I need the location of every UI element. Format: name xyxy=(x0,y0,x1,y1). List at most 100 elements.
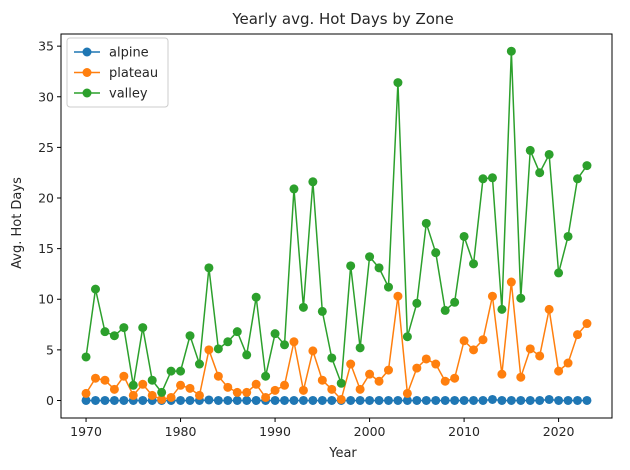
data-point-valley xyxy=(270,329,280,339)
data-point-alpine xyxy=(176,395,186,405)
data-point-valley xyxy=(185,331,195,341)
data-point-plateau xyxy=(544,304,554,314)
data-point-alpine xyxy=(393,395,403,405)
data-point-valley xyxy=(232,327,242,337)
data-point-valley xyxy=(440,305,450,315)
data-point-valley xyxy=(383,282,393,292)
data-point-alpine xyxy=(421,395,431,405)
legend-item-valley: valley xyxy=(74,87,148,102)
legend-label: valley xyxy=(109,87,148,102)
y-tick-label: 15 xyxy=(38,241,54,256)
data-point-alpine xyxy=(213,395,223,405)
data-point-alpine xyxy=(90,395,100,405)
chart-title: Yearly avg. Hot Days by Zone xyxy=(231,10,453,28)
data-point-valley xyxy=(346,261,356,271)
data-point-plateau xyxy=(355,384,365,394)
data-point-valley xyxy=(516,293,526,303)
data-point-alpine xyxy=(374,395,384,405)
data-point-alpine xyxy=(119,395,129,405)
data-point-alpine xyxy=(516,395,526,405)
data-point-plateau xyxy=(194,390,204,400)
data-point-plateau xyxy=(516,372,526,382)
data-point-plateau xyxy=(251,379,261,389)
data-point-valley xyxy=(355,343,365,353)
data-point-plateau xyxy=(487,291,497,301)
data-point-plateau xyxy=(119,371,129,381)
data-point-plateau xyxy=(346,359,356,369)
data-point-alpine xyxy=(232,395,242,405)
data-point-valley xyxy=(563,231,573,241)
data-point-alpine xyxy=(554,395,564,405)
data-point-plateau xyxy=(81,388,91,398)
data-point-alpine xyxy=(459,395,469,405)
data-point-plateau xyxy=(431,359,441,369)
data-point-alpine xyxy=(440,395,450,405)
data-point-plateau xyxy=(573,330,583,340)
data-point-alpine xyxy=(355,395,365,405)
data-point-valley xyxy=(100,327,110,337)
x-tick-label: 2020 xyxy=(543,424,575,439)
data-point-plateau xyxy=(109,384,119,394)
series-plateau xyxy=(81,277,592,404)
data-point-valley xyxy=(280,340,290,350)
data-point-plateau xyxy=(383,365,393,375)
data-point-plateau xyxy=(469,345,479,355)
data-point-valley xyxy=(81,352,91,362)
legend-marker xyxy=(82,88,92,98)
data-point-alpine xyxy=(506,395,516,405)
data-point-valley xyxy=(506,46,516,56)
data-point-alpine xyxy=(270,395,280,405)
y-tick-label: 30 xyxy=(38,89,54,104)
data-point-alpine xyxy=(402,395,412,405)
data-point-alpine xyxy=(81,395,91,405)
data-point-valley xyxy=(213,344,223,354)
data-point-plateau xyxy=(261,392,271,402)
data-point-alpine xyxy=(563,395,573,405)
data-point-plateau xyxy=(450,373,460,383)
x-tick-label: 1980 xyxy=(165,424,197,439)
data-point-plateau xyxy=(327,384,337,394)
data-point-alpine xyxy=(308,395,318,405)
data-point-plateau xyxy=(459,336,469,346)
data-point-valley xyxy=(402,332,412,342)
data-point-plateau xyxy=(365,369,375,379)
data-point-valley xyxy=(289,184,299,194)
series-valley xyxy=(81,46,592,397)
data-point-valley xyxy=(431,248,441,258)
data-point-valley xyxy=(128,380,138,390)
y-tick-label: 10 xyxy=(38,292,54,307)
y-tick-label: 35 xyxy=(38,39,54,54)
data-point-valley xyxy=(223,337,233,347)
data-point-alpine xyxy=(450,395,460,405)
data-point-valley xyxy=(421,218,431,228)
data-point-alpine xyxy=(346,395,356,405)
data-point-valley xyxy=(544,149,554,159)
data-point-alpine xyxy=(138,395,148,405)
data-point-plateau xyxy=(147,390,157,400)
data-point-alpine xyxy=(109,395,119,405)
y-axis-ticks: 0 5 10 15 20 25 30 35 xyxy=(38,39,61,408)
data-point-plateau xyxy=(412,363,422,373)
data-point-plateau xyxy=(563,358,573,368)
data-point-valley xyxy=(582,161,592,171)
data-point-valley xyxy=(194,359,204,369)
data-point-alpine xyxy=(251,395,261,405)
data-point-alpine xyxy=(431,395,441,405)
data-point-plateau xyxy=(90,373,100,383)
legend-label: plateau xyxy=(109,66,158,81)
y-tick-label: 20 xyxy=(38,191,54,206)
data-point-plateau xyxy=(242,387,252,397)
data-point-alpine xyxy=(289,395,299,405)
data-point-valley xyxy=(535,168,545,178)
data-point-valley xyxy=(308,177,318,187)
data-point-valley xyxy=(298,302,308,312)
legend-label: alpine xyxy=(109,46,149,61)
data-point-plateau xyxy=(308,346,318,356)
data-point-plateau xyxy=(157,394,167,404)
data-point-valley xyxy=(554,268,564,278)
data-point-valley xyxy=(261,371,271,381)
data-point-alpine xyxy=(365,395,375,405)
data-point-alpine xyxy=(412,395,422,405)
legend-marker xyxy=(82,68,92,77)
legend-item-plateau: plateau xyxy=(74,66,158,81)
